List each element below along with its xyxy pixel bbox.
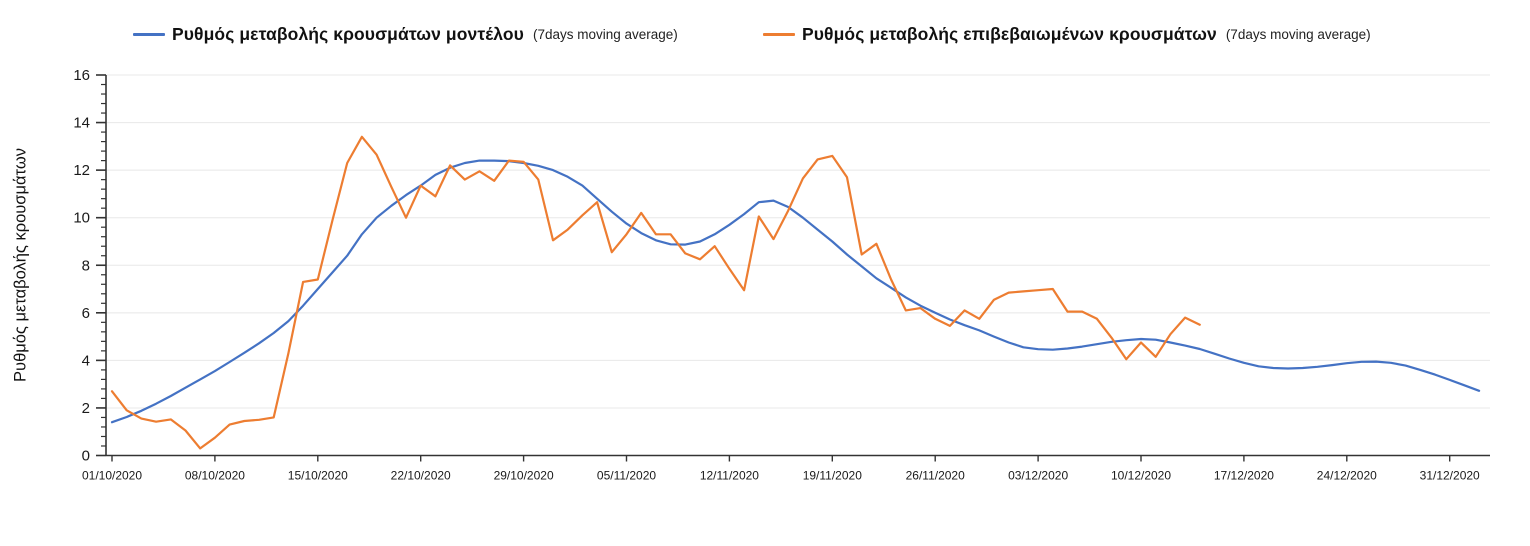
x-tick-label: 19/11/2020 xyxy=(803,469,862,483)
axes xyxy=(96,74,1490,462)
legend-label-confirmed: Ρυθμός μεταβολής επιβεβαιωμένων κρουσμάτ… xyxy=(802,24,1217,44)
y-tick-label: 2 xyxy=(82,400,90,417)
x-tick-label: 05/11/2020 xyxy=(597,469,656,483)
chart-legend: Ρυθμός μεταβολής κρουσμάτων μοντέλου (7d… xyxy=(0,0,1530,56)
x-tick-label: 01/10/2020 xyxy=(82,469,142,483)
x-tick-labels: 01/10/2020 08/10/2020 15/10/2020 22/10/2020… xyxy=(82,469,1480,483)
model-line-swatch-icon xyxy=(133,32,165,37)
x-tick-label: 17/12/2020 xyxy=(1214,469,1274,483)
x-tick-label: 26/11/2020 xyxy=(906,469,965,483)
legend-item-model: Ρυθμός μεταβολής κρουσμάτων μοντέλου (7d… xyxy=(133,24,678,45)
y-tick-label: 14 xyxy=(73,115,90,132)
x-tick-label: 08/10/2020 xyxy=(185,469,245,483)
legend-suffix-confirmed: (7days moving average) xyxy=(1225,27,1371,42)
y-tick-label: 12 xyxy=(73,162,90,179)
legend-item-confirmed: Ρυθμός μεταβολής επιβεβαιωμένων κρουσμάτ… xyxy=(763,24,1371,45)
y-tick-label: 6 xyxy=(82,305,90,322)
y-tick-labels: 0 2 4 6 8 10 12 14 16 xyxy=(73,67,90,465)
confirmed-line-swatch-icon xyxy=(763,32,795,37)
confirmed-series-line xyxy=(110,135,1201,450)
x-tick-label: 29/10/2020 xyxy=(494,469,554,483)
legend-suffix-model: (7days moving average) xyxy=(532,27,678,42)
y-tick-label: 0 xyxy=(82,448,90,465)
x-tick-label: 12/11/2020 xyxy=(700,469,759,483)
legend-label-model: Ρυθμός μεταβολής κρουσμάτων μοντέλου xyxy=(172,24,524,44)
y-tick-label: 8 xyxy=(82,257,90,274)
x-tick-label: 10/12/2020 xyxy=(1111,469,1171,483)
gridlines xyxy=(106,74,1490,409)
y-tick-label: 16 xyxy=(73,67,90,84)
y-axis-title: Ρυθμός μεταβολής κρουσμάτων xyxy=(11,148,30,382)
y-tick-label: 10 xyxy=(73,210,90,227)
model-series-line xyxy=(110,159,1481,424)
x-tick-label: 15/10/2020 xyxy=(288,469,348,483)
x-tick-label: 31/12/2020 xyxy=(1420,469,1480,483)
x-tick-label: 24/12/2020 xyxy=(1317,469,1377,483)
x-tick-label: 22/10/2020 xyxy=(391,469,451,483)
y-tick-label: 4 xyxy=(82,352,90,369)
x-tick-label: 03/12/2020 xyxy=(1008,469,1068,483)
